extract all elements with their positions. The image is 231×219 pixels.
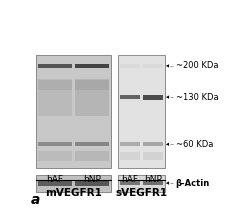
Bar [38, 79, 72, 116]
Text: hAF: hAF [46, 175, 63, 184]
Bar [75, 64, 109, 68]
Bar [120, 152, 140, 160]
Bar [36, 55, 111, 168]
Bar [120, 95, 140, 99]
Bar [38, 181, 72, 186]
Bar [143, 143, 163, 146]
Text: β-Actin: β-Actin [176, 179, 210, 188]
Polygon shape [166, 181, 169, 185]
Bar [119, 55, 165, 168]
Bar [75, 181, 109, 186]
Bar [120, 64, 140, 68]
Polygon shape [166, 64, 169, 68]
Text: hNP: hNP [83, 175, 101, 184]
Text: sVEGFR1: sVEGFR1 [116, 188, 168, 198]
Bar [119, 175, 165, 192]
Bar [75, 79, 109, 116]
Polygon shape [166, 143, 169, 146]
Polygon shape [166, 95, 169, 99]
Bar [38, 152, 72, 161]
Bar [75, 142, 109, 147]
Text: hAF: hAF [122, 175, 139, 184]
Text: mVEGFR1: mVEGFR1 [45, 188, 102, 198]
Bar [75, 80, 109, 90]
Bar [36, 175, 111, 192]
Text: ~60 KDa: ~60 KDa [176, 140, 213, 149]
Bar [38, 142, 72, 147]
Bar [143, 95, 163, 100]
Bar [143, 181, 163, 185]
Bar [143, 64, 163, 68]
Text: ~130 KDa: ~130 KDa [176, 93, 218, 102]
Text: a: a [31, 193, 40, 207]
Bar [75, 152, 109, 161]
Text: ~200 KDa: ~200 KDa [176, 61, 218, 70]
Bar [120, 143, 140, 146]
Bar [120, 181, 140, 185]
Text: hNP: hNP [144, 175, 162, 184]
Bar [143, 152, 163, 160]
Bar [38, 80, 72, 90]
Bar [38, 64, 72, 68]
